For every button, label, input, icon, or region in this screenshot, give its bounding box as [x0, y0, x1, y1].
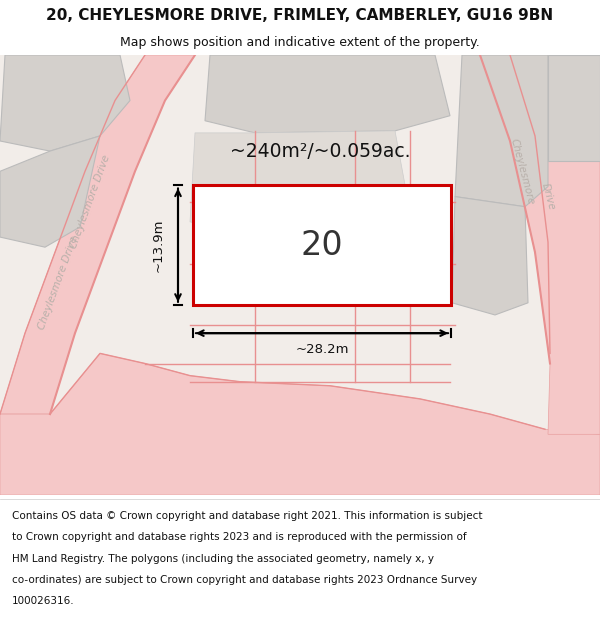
Text: Cheylesmore: Cheylesmore	[508, 137, 536, 206]
Text: 20: 20	[301, 229, 343, 262]
Text: co-ordinates) are subject to Crown copyright and database rights 2023 Ordnance S: co-ordinates) are subject to Crown copyr…	[12, 575, 477, 585]
Text: Map shows position and indicative extent of the property.: Map shows position and indicative extent…	[120, 36, 480, 49]
Text: Contains OS data © Crown copyright and database right 2021. This information is : Contains OS data © Crown copyright and d…	[12, 511, 482, 521]
Text: ~28.2m: ~28.2m	[295, 343, 349, 356]
Polygon shape	[480, 55, 600, 434]
Polygon shape	[0, 55, 195, 414]
Text: Cheylesmore Drive: Cheylesmore Drive	[68, 154, 112, 250]
Polygon shape	[205, 55, 450, 133]
Polygon shape	[455, 55, 548, 207]
Polygon shape	[0, 55, 130, 151]
Text: 100026316.: 100026316.	[12, 596, 74, 606]
Text: 20, CHEYLESMORE DRIVE, FRIMLEY, CAMBERLEY, GU16 9BN: 20, CHEYLESMORE DRIVE, FRIMLEY, CAMBERLE…	[46, 8, 554, 23]
Text: Cheylesmore Drive: Cheylesmore Drive	[37, 234, 80, 331]
Text: HM Land Registry. The polygons (including the associated geometry, namely x, y: HM Land Registry. The polygons (includin…	[12, 554, 434, 564]
Polygon shape	[190, 131, 410, 234]
Text: Drive: Drive	[539, 182, 556, 211]
Text: to Crown copyright and database rights 2023 and is reproduced with the permissio: to Crown copyright and database rights 2…	[12, 532, 467, 542]
Polygon shape	[0, 136, 100, 247]
Text: ~240m²/~0.059ac.: ~240m²/~0.059ac.	[230, 142, 410, 161]
Text: ~13.9m: ~13.9m	[151, 218, 164, 272]
Polygon shape	[0, 353, 600, 495]
Polygon shape	[548, 55, 600, 161]
Bar	[193, 186, 451, 305]
Polygon shape	[452, 197, 528, 315]
